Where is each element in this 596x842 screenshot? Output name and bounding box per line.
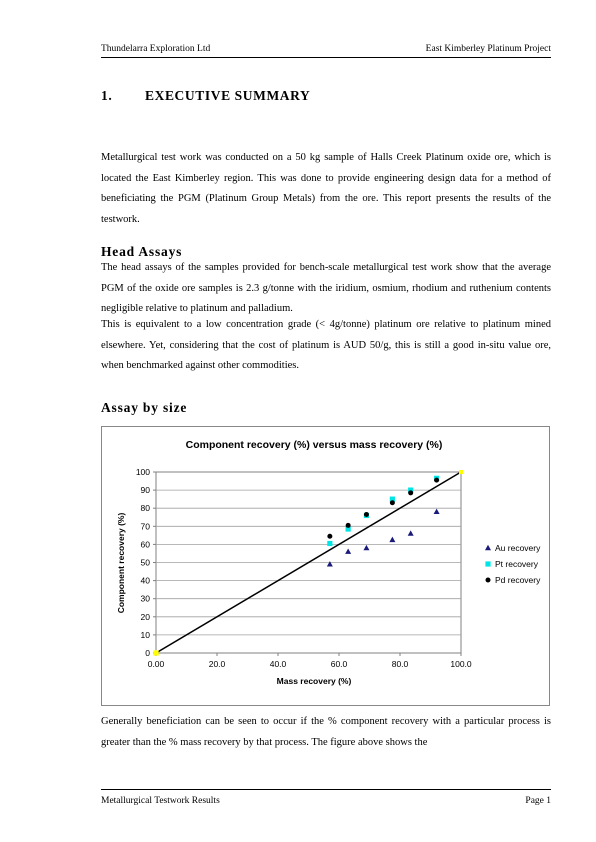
reference-diagonal xyxy=(155,471,462,654)
pd-recovery-point xyxy=(363,512,369,518)
y-axis-label: Component recovery (%) xyxy=(116,513,126,614)
pd-recovery-point xyxy=(327,533,333,539)
x-tick-label: 40.0 xyxy=(270,659,287,669)
header-project: East Kimberley Platinum Project xyxy=(425,44,551,54)
closing-paragraph: Generally beneficiation can be seen to o… xyxy=(101,716,551,748)
x-tick-label: 80.0 xyxy=(392,659,409,669)
y-tick-label: 80 xyxy=(141,503,151,513)
page-footer: Metallurgical Testwork Results Page 1 xyxy=(101,789,551,806)
x-tick-label: 0.00 xyxy=(148,659,165,669)
head-assays-paragraph-2: This is equivalent to a low concentratio… xyxy=(101,319,551,371)
x-tick-label: 20.0 xyxy=(209,659,226,669)
page-header: Thundelarra Exploration Ltd East Kimberl… xyxy=(101,44,551,58)
y-tick-label: 30 xyxy=(141,594,151,604)
au-recovery-point xyxy=(433,508,440,515)
y-tick-label: 100 xyxy=(136,467,150,477)
head-assays-paragraph-1: The head assays of the samples provided … xyxy=(101,262,551,314)
x-tick-label: 100.0 xyxy=(450,659,472,669)
footer-page-number: Page 1 xyxy=(525,796,551,806)
section-heading: 1. EXECUTIVE SUMMARY xyxy=(101,88,310,104)
intro-paragraph: Metallurgical test work was conducted on… xyxy=(101,152,551,225)
pd-recovery-point xyxy=(153,650,159,656)
legend-label: Pt recovery xyxy=(495,559,539,569)
pd-recovery-point xyxy=(408,490,414,496)
recovery-chart: Component recovery (%) versus mass recov… xyxy=(101,426,550,706)
assay-by-size-heading: Assay by size xyxy=(101,400,188,415)
legend-label: Au recovery xyxy=(495,543,541,553)
x-tick-label: 60.0 xyxy=(331,659,348,669)
pd-recovery-point xyxy=(434,477,440,483)
x-axis-ticks: 0.00 20.0 40.0 60.0 80.0 100.0 xyxy=(148,653,472,669)
reference-line xyxy=(155,471,462,654)
chart-legend: Au recovery Pt recovery Pd recovery xyxy=(477,537,547,589)
au-recovery-point xyxy=(389,536,396,543)
header-company: Thundelarra Exploration Ltd xyxy=(101,44,211,54)
legend-marker xyxy=(485,561,491,567)
section-number: 1. xyxy=(101,88,113,103)
grid-lines xyxy=(156,489,461,636)
y-axis-ticks: 0 10 20 30 40 50 60 70 80 90 100 xyxy=(136,467,156,658)
footer-title: Metallurgical Testwork Results xyxy=(101,796,220,806)
y-tick-label: 60 xyxy=(141,539,151,549)
pt-recovery-point xyxy=(408,487,414,493)
legend-label: Pd recovery xyxy=(495,575,541,585)
pd-recovery-point xyxy=(345,522,351,528)
au-recovery-point xyxy=(407,530,414,536)
y-tick-label: 20 xyxy=(141,612,151,622)
y-tick-label: 40 xyxy=(141,576,151,586)
x-axis-label: Mass recovery (%) xyxy=(277,676,352,686)
y-tick-label: 90 xyxy=(141,485,151,495)
endpoint-marker xyxy=(459,470,463,474)
au-recovery-point xyxy=(363,544,370,551)
y-tick-label: 50 xyxy=(141,558,151,568)
pt-recovery-point xyxy=(389,496,395,502)
section-title: EXECUTIVE SUMMARY xyxy=(145,88,311,103)
legend-marker xyxy=(485,577,491,583)
legend-marker xyxy=(485,544,491,551)
y-tick-label: 0 xyxy=(145,648,150,658)
pd-recovery-point xyxy=(389,500,395,506)
pt-recovery-point xyxy=(327,540,333,547)
recovery-chart-svg: Component recovery (%) versus mass recov… xyxy=(116,439,547,686)
au-recovery-point xyxy=(326,561,333,567)
y-tick-label: 70 xyxy=(141,521,151,531)
pt-recovery-point xyxy=(345,526,351,532)
chart-title: Component recovery (%) versus mass recov… xyxy=(186,439,443,451)
y-tick-label: 10 xyxy=(141,630,151,640)
head-assays-heading: Head Assays xyxy=(101,244,183,259)
data-points xyxy=(153,470,463,656)
au-recovery-point xyxy=(345,548,352,554)
